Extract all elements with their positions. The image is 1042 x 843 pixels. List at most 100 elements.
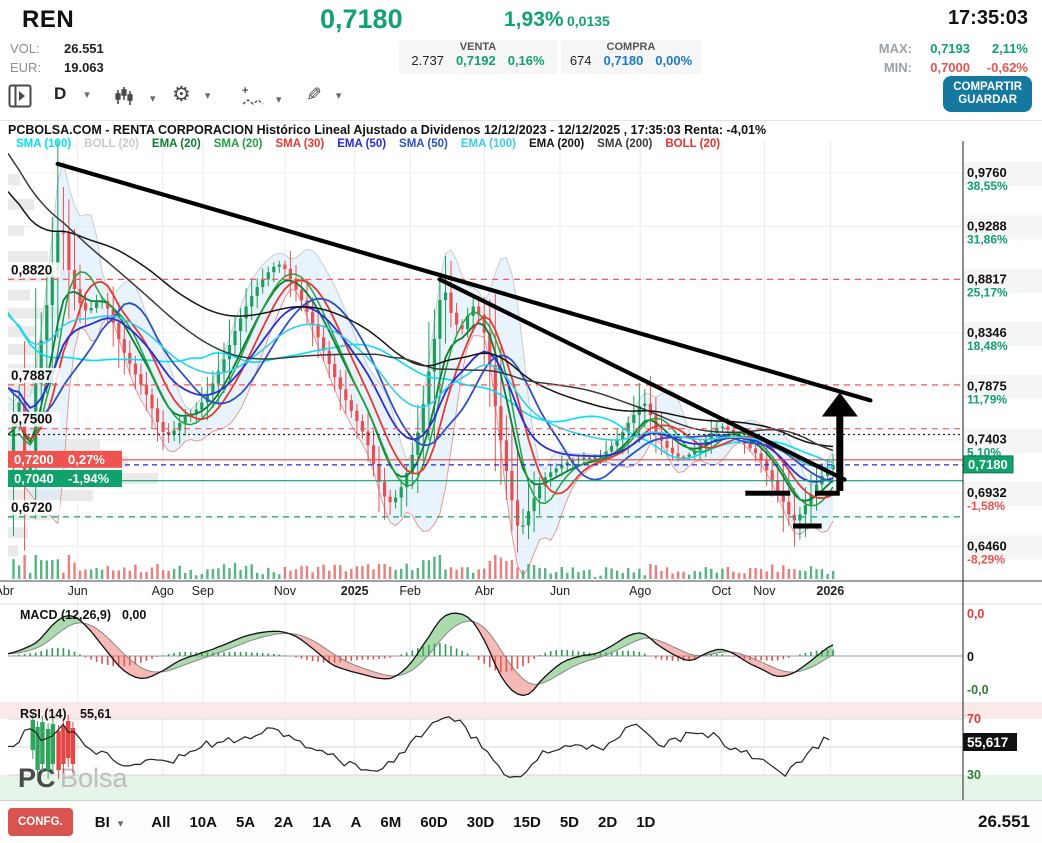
range-button-5a[interactable]: 5A bbox=[235, 813, 256, 831]
svg-text:0,7180: 0,7180 bbox=[968, 457, 1008, 472]
legend-item[interactable]: EMA (50) bbox=[337, 138, 387, 150]
volume-label: VOL: bbox=[10, 41, 40, 56]
svg-text:Nov: Nov bbox=[274, 584, 297, 598]
indicator-legend: SMA (100) BOLL (20) EMA (20) SMA (20) SMA (3… bbox=[16, 138, 720, 150]
svg-text:0,7500: 0,7500 bbox=[11, 412, 52, 427]
panel-toggle-icon bbox=[8, 84, 32, 113]
range-button-1a[interactable]: 1A bbox=[312, 813, 332, 831]
min-price: 0,7000 bbox=[930, 60, 970, 75]
min-label: MIN: bbox=[883, 60, 912, 75]
max-price: 0,7193 bbox=[930, 41, 970, 56]
range-button-1d[interactable]: 1D bbox=[636, 813, 656, 831]
max-label: MAX: bbox=[878, 41, 912, 56]
svg-text:+: + bbox=[242, 85, 248, 97]
range-button-15d[interactable]: 15D bbox=[513, 813, 541, 831]
timeframe-selector[interactable]: D ▾ bbox=[54, 84, 90, 104]
range-button-6m[interactable]: 6M bbox=[380, 813, 402, 831]
eur-value: 19.063 bbox=[64, 60, 104, 75]
bid-box[interactable]: COMPRA 674 0,7180 0,00% bbox=[561, 40, 701, 74]
svg-text:0,00: 0,00 bbox=[122, 608, 146, 622]
svg-text:Jun: Jun bbox=[550, 584, 570, 598]
bid-price: 0,7180 bbox=[603, 53, 644, 68]
svg-text:55,61: 55,61 bbox=[80, 707, 111, 721]
ask-quantity: 2.737 bbox=[411, 53, 444, 68]
share-label: COMPARTIR bbox=[953, 81, 1022, 93]
save-label: GUARDAR bbox=[958, 94, 1017, 106]
settings-button[interactable]: ⚙ ▾ bbox=[172, 84, 210, 106]
range-button-30d[interactable]: 30D bbox=[466, 813, 495, 831]
range-button-2d[interactable]: 2D bbox=[598, 813, 618, 831]
max-percent: 2,11% bbox=[991, 41, 1028, 56]
svg-text:0,7040: 0,7040 bbox=[14, 471, 54, 486]
svg-text:-1,94%: -1,94% bbox=[68, 471, 110, 486]
svg-text:0,8817: 0,8817 bbox=[967, 272, 1007, 287]
change-absolute: 0,0135 bbox=[567, 13, 610, 29]
config-button[interactable]: CONFG. bbox=[8, 808, 73, 836]
svg-text:Bolsa: Bolsa bbox=[60, 763, 129, 793]
quote-header: REN 0,7180 1,93% 0,0135 17:35:03 VOL: 26… bbox=[0, 0, 1042, 80]
svg-text:18,48%: 18,48% bbox=[967, 339, 1008, 353]
legend-item[interactable]: EMA (200) bbox=[529, 138, 585, 150]
range-button-a[interactable]: A bbox=[350, 813, 362, 831]
svg-text:2026: 2026 bbox=[816, 584, 844, 598]
chevron-down-icon: ▾ bbox=[150, 93, 156, 105]
range-button-2a[interactable]: 2A bbox=[274, 813, 294, 831]
range-button-10a[interactable]: 10A bbox=[189, 813, 217, 831]
eur-value-text: 19.063 bbox=[64, 60, 104, 75]
legend-item[interactable]: SMA (100) bbox=[16, 138, 72, 150]
svg-text:0,7875: 0,7875 bbox=[967, 378, 1007, 393]
svg-text:Oct: Oct bbox=[712, 584, 732, 598]
svg-text:0,6720: 0,6720 bbox=[11, 500, 52, 515]
bottom-volume-value: 26.551 bbox=[978, 812, 1030, 831]
volume-value: 26.551 bbox=[64, 41, 104, 56]
volume-value-text: 26.551 bbox=[64, 41, 104, 56]
share-save-button[interactable]: COMPARTIR GUARDAR bbox=[943, 76, 1032, 112]
chart-title: PCBOLSA.COM - RENTA CORPORACION Históric… bbox=[8, 123, 767, 137]
legend-item[interactable]: SMA (20) bbox=[213, 138, 263, 150]
bottom-toolbar: CONFG. BI ▾ All 10A 5A 2A 1A A 6M 60D 30D 15D 5D 2D 1… bbox=[0, 800, 1042, 843]
add-indicator-button[interactable]: + ▾ bbox=[240, 84, 282, 115]
chart-region: 0,8820 0,7887 0,7500 0,6720 0,7200 0,27% 0,704… bbox=[0, 120, 1042, 801]
session-max: MAX: 0,7193 2,11% bbox=[879, 41, 1028, 56]
panel-toggle-button[interactable] bbox=[8, 84, 32, 113]
svg-text:70: 70 bbox=[967, 712, 981, 726]
draw-tools-button[interactable]: ✎ ▾ bbox=[306, 84, 341, 107]
price-chart[interactable]: 0,8820 0,7887 0,7500 0,6720 0,7200 0,27% 0,704… bbox=[0, 121, 1042, 801]
legend-item[interactable]: EMA (100) bbox=[460, 138, 516, 150]
legend-item[interactable]: BOLL (20) bbox=[665, 138, 721, 150]
legend-item[interactable]: BOLL (20) bbox=[84, 138, 139, 150]
chevron-down-icon: ▾ bbox=[84, 88, 90, 101]
bid-percent: 0,00% bbox=[655, 53, 693, 68]
pencil-icon: ✎ bbox=[306, 85, 322, 106]
ask-price: 0,7192 bbox=[455, 53, 496, 68]
gear-icon: ⚙ bbox=[172, 83, 191, 106]
legend-item[interactable]: SMA (30) bbox=[275, 138, 325, 150]
chart-type-selector[interactable]: ▾ bbox=[112, 84, 156, 113]
legend-item[interactable]: EMA (20) bbox=[151, 138, 201, 150]
legend-item[interactable]: SMA (200) bbox=[597, 138, 653, 150]
chevron-down-icon: ▾ bbox=[204, 89, 211, 102]
chart-toolbar: D ▾ ▾ ⚙ ▾ + ▾ ✎ ▾ bbox=[0, 76, 1042, 120]
ticker-symbol: REN bbox=[22, 6, 75, 33]
chevron-down-icon: ▾ bbox=[117, 817, 124, 830]
last-price: 0,7180 bbox=[320, 4, 403, 34]
svg-text:0,7887: 0,7887 bbox=[11, 368, 52, 383]
svg-text:MACD (12,26,9): MACD (12,26,9) bbox=[20, 608, 111, 622]
range-button-all[interactable]: All bbox=[151, 813, 171, 831]
svg-text:31,86%: 31,86% bbox=[967, 232, 1008, 246]
svg-text:0,8346: 0,8346 bbox=[967, 325, 1007, 340]
ask-box[interactable]: VENTA 2.737 0,7192 0,16% bbox=[399, 40, 557, 74]
range-button-5d[interactable]: 5D bbox=[559, 813, 579, 831]
svg-text:0,9288: 0,9288 bbox=[967, 218, 1007, 233]
interval-dropdown[interactable]: BI ▾ bbox=[95, 814, 124, 831]
svg-text:0,7403: 0,7403 bbox=[967, 432, 1007, 447]
svg-text:-0,0: -0,0 bbox=[967, 683, 989, 697]
legend-item[interactable]: SMA (50) bbox=[399, 138, 448, 150]
svg-text:RSI (14): RSI (14) bbox=[20, 707, 67, 721]
timeframe-label: D bbox=[54, 84, 67, 103]
range-button-60d[interactable]: 60D bbox=[420, 813, 448, 831]
svg-text:Feb: Feb bbox=[399, 584, 421, 598]
svg-text:0: 0 bbox=[967, 650, 974, 664]
svg-text:Nov: Nov bbox=[753, 584, 776, 598]
